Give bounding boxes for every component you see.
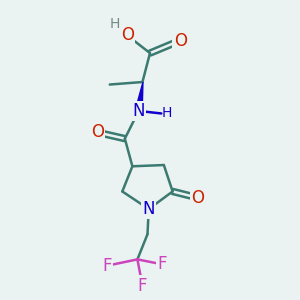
Text: H: H [110,17,120,31]
Text: O: O [174,32,187,50]
Text: F: F [158,255,167,273]
Text: O: O [121,26,134,44]
Text: F: F [103,257,112,275]
Text: O: O [91,123,104,141]
Text: F: F [138,277,147,295]
Polygon shape [135,82,143,111]
Text: N: N [132,102,145,120]
Text: N: N [142,200,155,218]
Text: O: O [191,189,204,207]
Text: H: H [161,106,172,121]
